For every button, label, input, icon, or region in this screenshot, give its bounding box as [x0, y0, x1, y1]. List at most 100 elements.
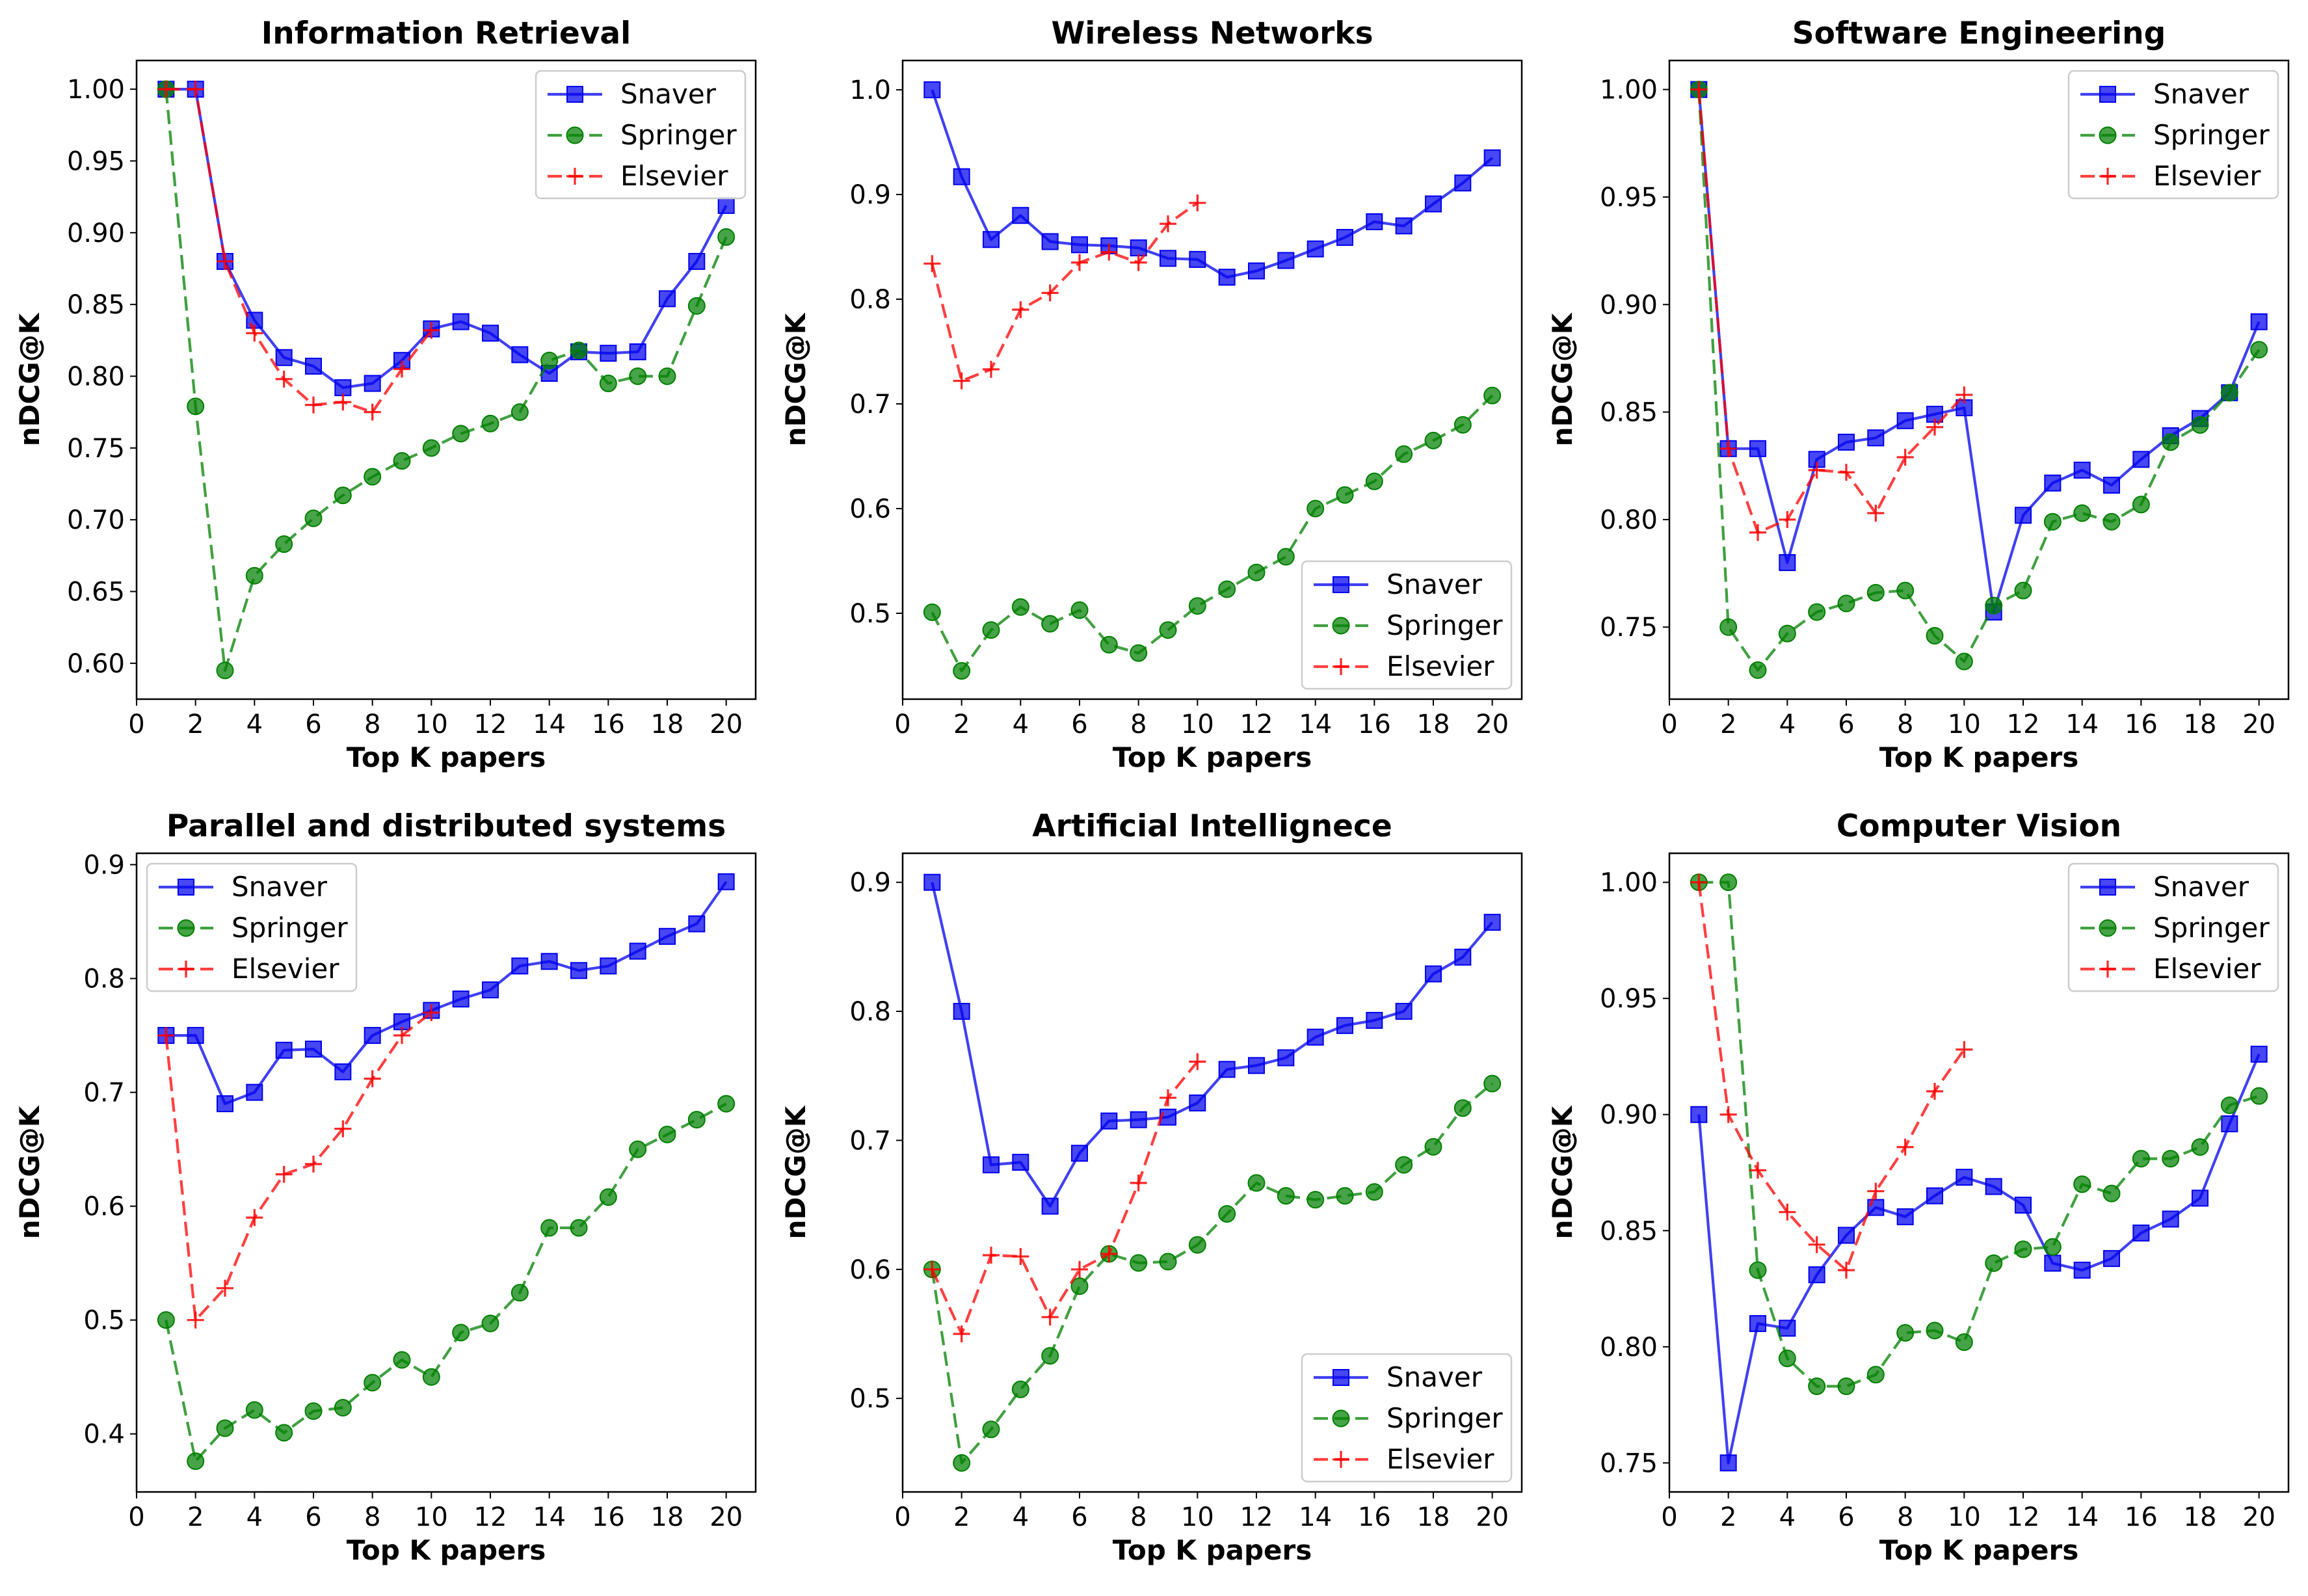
- data-point-snaver: [1100, 1112, 1118, 1130]
- legend-label-springer: Springer: [1386, 609, 1503, 641]
- x-tick-label: 10: [415, 710, 448, 739]
- y-tick-label: 0.85: [1600, 1216, 1658, 1246]
- y-tick-label: 0.85: [1600, 398, 1658, 428]
- data-point-snaver: [334, 379, 352, 397]
- legend-item-snaver: Snaver: [159, 871, 328, 903]
- chart-title: Software Engineering: [1792, 16, 2166, 51]
- x-tick-label: 2: [1720, 710, 1736, 739]
- data-point-springer: [599, 1188, 617, 1206]
- data-point-snaver: [1838, 433, 1855, 451]
- legend-box: [2067, 862, 2279, 992]
- data-point-snaver: [923, 81, 941, 99]
- chart-title: Artificial Intellignece: [1032, 808, 1392, 844]
- data-point-snaver: [1218, 1061, 1236, 1078]
- series-elsevier: [923, 1053, 1206, 1342]
- data-point-springer: [422, 439, 440, 457]
- x-tick-label: 16: [592, 1502, 625, 1532]
- data-point-springer: [481, 1314, 499, 1333]
- series-elsevier: [1690, 873, 1973, 1279]
- data-point-elsevier: [393, 1027, 410, 1044]
- data-point-springer: [1453, 1099, 1472, 1117]
- data-point-springer: [157, 1311, 175, 1329]
- data-point-snaver: [629, 343, 646, 360]
- series-elsevier: [157, 1004, 440, 1329]
- legend-item-snaver: Snaver: [2080, 78, 2249, 110]
- y-tick-label: 1.00: [67, 75, 125, 105]
- data-point-elsevier: [1012, 1247, 1029, 1265]
- y-tick-label: 1.00: [1600, 75, 1658, 105]
- data-point-snaver: [1189, 250, 1206, 268]
- data-point-springer: [334, 1398, 352, 1416]
- data-point-elsevier: [1012, 301, 1029, 319]
- data-point-snaver: [1690, 1106, 1708, 1123]
- y-tick-label: 0.80: [1600, 505, 1658, 535]
- data-point-elsevier: [1956, 1041, 1973, 1058]
- data-point-springer: [1307, 1191, 1325, 1209]
- data-point-snaver: [2103, 1250, 2120, 1268]
- data-point-elsevier: [1160, 1089, 1176, 1106]
- data-point-snaver: [1160, 1108, 1176, 1126]
- data-point-snaver: [1248, 1057, 1265, 1074]
- x-tick-label: 20: [710, 710, 743, 739]
- legend-item-elsevier: Elsevier: [1314, 650, 1494, 682]
- x-tick-label: 12: [474, 1502, 507, 1532]
- data-point-springer: [1896, 1323, 1915, 1342]
- chart-panel-3: Software Engineering 0 2 4 6 8 10 12 14 16 18 20 0.7…: [1546, 16, 2290, 773]
- x-tick-label: 14: [1299, 710, 1332, 739]
- x-tick-label: 0: [1661, 1502, 1677, 1532]
- data-point-elsevier: [305, 1155, 322, 1173]
- x-tick-label: 10: [1948, 710, 1981, 739]
- legend-label-elsevier: Elsevier: [2153, 160, 2261, 192]
- y-tick-label: 0.95: [67, 146, 125, 176]
- data-point-springer: [304, 1402, 323, 1420]
- data-point-snaver: [217, 1095, 233, 1113]
- x-tick-label: 14: [2065, 710, 2099, 739]
- data-point-snaver: [2162, 1210, 2179, 1228]
- data-point-elsevier: [1867, 504, 1885, 522]
- data-point-elsevier: [1808, 461, 1825, 479]
- legend-label-snaver: Snaver: [232, 871, 328, 903]
- legend-marker-snaver: [2099, 86, 2116, 103]
- data-point-springer: [1483, 386, 1502, 405]
- data-point-springer: [1808, 1377, 1826, 1396]
- data-point-elsevier: [1779, 511, 1796, 528]
- data-point-springer: [452, 1323, 470, 1342]
- legend-item-elsevier: Elsevier: [2080, 953, 2261, 985]
- data-point-springer: [1926, 1322, 1944, 1340]
- data-point-springer: [1778, 1350, 1796, 1368]
- data-point-snaver: [2132, 1224, 2150, 1242]
- x-tick-label: 20: [2242, 1502, 2275, 1532]
- x-tick-label: 18: [651, 710, 684, 739]
- series-snaver: [157, 873, 735, 1113]
- legend: Snaver Springer Elsevier: [2067, 862, 2279, 992]
- series-elsevier: [157, 81, 440, 421]
- x-tick-label: 6: [1838, 710, 1854, 739]
- legend-item-snaver: Snaver: [1314, 1361, 1483, 1393]
- data-point-elsevier: [217, 1279, 233, 1297]
- x-tick-label: 14: [1299, 1502, 1332, 1532]
- data-point-elsevier: [953, 1325, 970, 1342]
- legend-item-elsevier: Elsevier: [159, 953, 339, 985]
- x-tick-label: 6: [305, 710, 321, 739]
- data-point-springer: [1749, 661, 1767, 679]
- plot-frame: [1668, 852, 2290, 1493]
- legend-label-elsevier: Elsevier: [1386, 650, 1494, 682]
- legend: Snaver Springer Elsevier: [2067, 70, 2279, 200]
- legend: Snaver Springer Elsevier: [146, 862, 358, 992]
- chart-title: Parallel and distributed systems: [166, 808, 726, 844]
- plot-frame: [1668, 59, 2290, 700]
- data-point-springer: [629, 1140, 647, 1158]
- y-axis-label: nDCG@K: [14, 312, 46, 446]
- data-point-snaver: [1395, 1003, 1413, 1020]
- legend-label-snaver: Snaver: [1386, 1361, 1483, 1393]
- y-tick-label: 0.75: [1600, 1448, 1658, 1478]
- data-point-springer: [1041, 1347, 1059, 1365]
- legend-marker-elsevier: [566, 168, 583, 185]
- data-point-springer: [2220, 1096, 2238, 1114]
- data-point-snaver: [1160, 250, 1176, 267]
- data-point-elsevier: [246, 325, 263, 342]
- data-point-springer: [1926, 626, 1944, 645]
- plot-frame: [135, 852, 757, 1493]
- y-tick-label: 0.4: [83, 1420, 125, 1450]
- data-point-springer: [1424, 1137, 1442, 1156]
